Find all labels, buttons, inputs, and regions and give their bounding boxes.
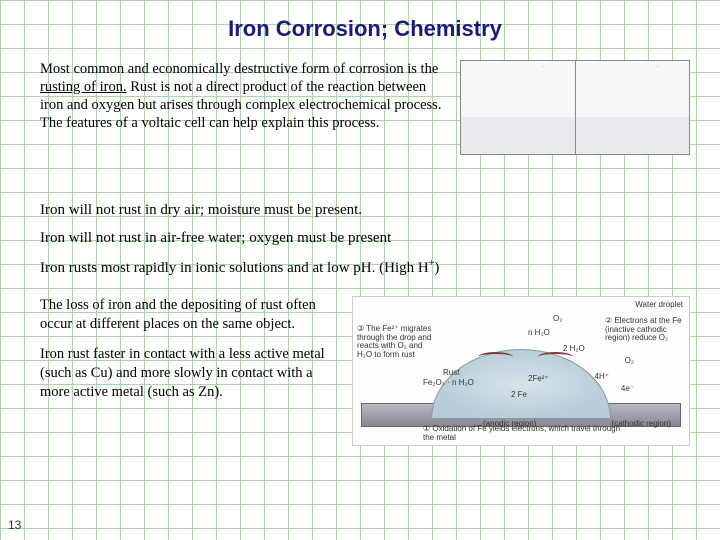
label-step2: ② Electrons at the Fe (inactive cathodic… xyxy=(605,317,685,343)
bottom-p2: Iron rust faster in contact with a less … xyxy=(40,345,340,402)
speech-bubble-1: ··· xyxy=(519,65,569,69)
label-fe2: 2Fe²⁺ xyxy=(528,375,549,384)
speech-bubble-2: ··· xyxy=(633,65,683,69)
intro-row: Most common and economically destructive… xyxy=(40,60,690,155)
label-rust: Rust xyxy=(443,369,459,378)
rule-3b: ) xyxy=(434,260,439,276)
intro-underlined: rusting of iron. xyxy=(40,79,127,95)
rule-2: Iron will not rust in air-free water; ox… xyxy=(40,228,690,248)
comic-panel-1: ··· xyxy=(461,61,576,154)
bottom-text: The loss of iron and the depositing of r… xyxy=(40,296,340,446)
arrow-1 xyxy=(478,352,513,362)
bottom-p1: The loss of iron and the depositing of r… xyxy=(40,296,340,334)
rule-3a: Iron rusts most rapidly in ionic solutio… xyxy=(40,260,429,276)
intro-paragraph: Most common and economically destructive… xyxy=(40,60,450,155)
comic-panel-2: ··· xyxy=(576,61,690,154)
label-rust-formula: Fe₂O₃ · n H₂O xyxy=(423,379,474,388)
label-anodic: (anodic region) xyxy=(483,420,536,429)
label-h: 4H⁺ xyxy=(595,373,609,382)
label-h2o: 2 H₂O xyxy=(563,345,585,354)
page-number: 13 xyxy=(8,518,21,532)
bottom-row: The loss of iron and the depositing of r… xyxy=(40,296,690,446)
corrosion-diagram: Water droplet O₂ O₂ 2 H₂O n H₂O ③ The Fe… xyxy=(352,296,690,446)
label-cathodic: (cathodic region) xyxy=(611,420,671,429)
rule-1: Iron will not rust in dry air; moisture … xyxy=(40,200,690,220)
label-fe: 2 Fe xyxy=(511,391,527,400)
intro-part1: Most common and economically destructive… xyxy=(40,61,438,77)
rule-3: Iron rusts most rapidly in ionic solutio… xyxy=(40,257,690,278)
label-o2-b: O₂ xyxy=(625,357,634,366)
label-nh2o: n H₂O xyxy=(528,329,550,338)
comic-illustration: ··· ··· xyxy=(460,60,690,155)
label-o2-a: O₂ xyxy=(553,315,562,324)
label-water-droplet: Water droplet xyxy=(635,301,683,310)
label-e: 4e⁻ xyxy=(621,385,634,394)
slide-container: Iron Corrosion; Chemistry Most common an… xyxy=(0,0,720,540)
label-step3: ③ The Fe²⁺ migrates through the drop and… xyxy=(357,325,437,360)
rules-block: Iron will not rust in dry air; moisture … xyxy=(40,200,690,278)
page-title: Iron Corrosion; Chemistry xyxy=(40,16,690,42)
